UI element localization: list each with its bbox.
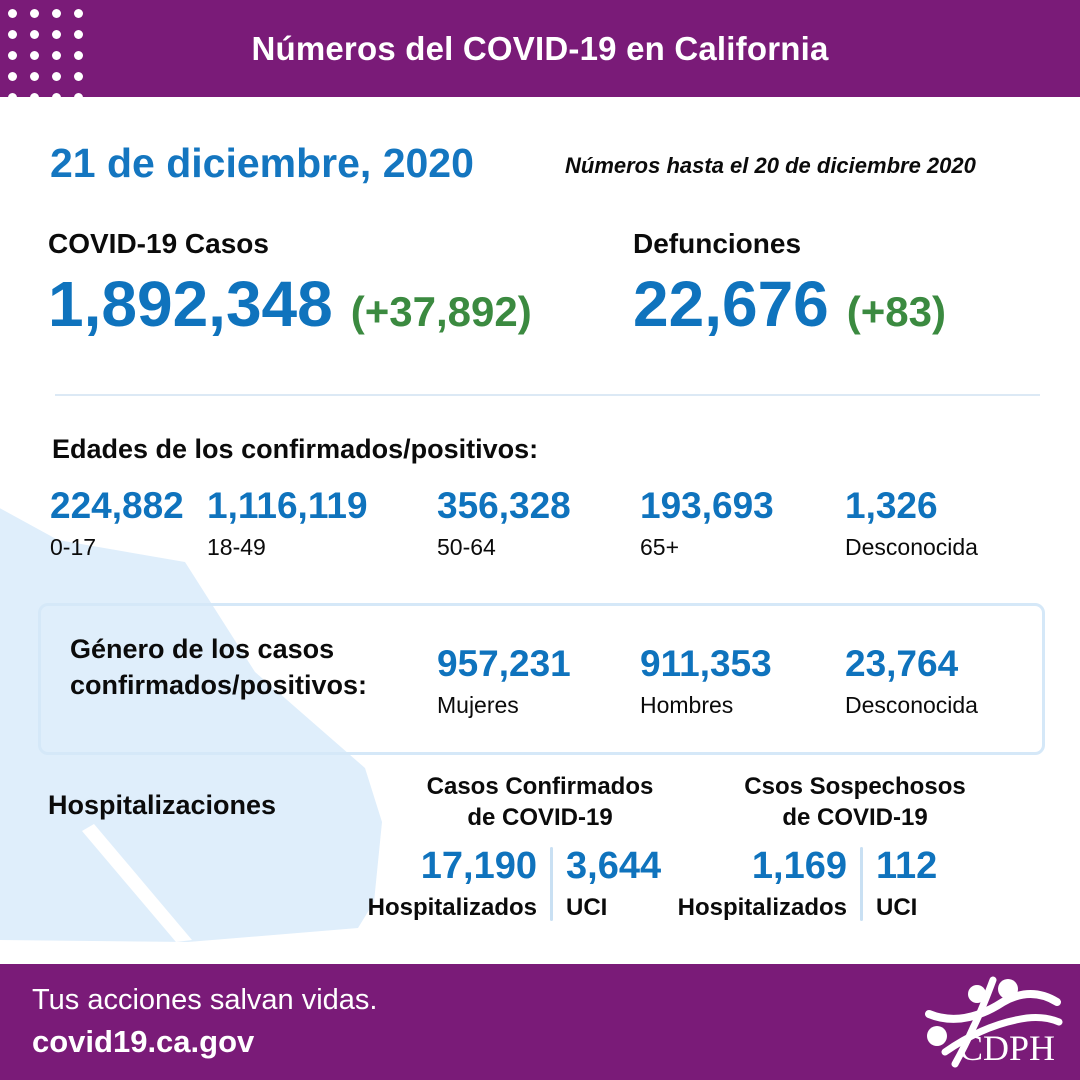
male-label: Hombres	[640, 692, 734, 718]
dot-grid-decoration	[8, 9, 83, 97]
section-divider	[55, 394, 1040, 396]
footer-slogan: Tus acciones salvan vidas.	[32, 984, 378, 1016]
gender-female: 957,231 Mujeres	[437, 645, 571, 719]
confirmed-icu-value: 3,644	[566, 845, 662, 887]
suspected-hospitalized-value: 1,169	[751, 845, 847, 887]
cases-total-block: COVID-19 Casos 1,892,348 (+37,892)	[48, 228, 532, 336]
suspected-icu-value: 112	[876, 845, 938, 887]
suspected-hospitalized: 1,169 Hospitalizados	[672, 847, 847, 922]
vertical-divider	[860, 847, 863, 921]
gender-title-line1: Género de los casos	[70, 634, 335, 664]
age-18-49-label: 18-49	[207, 534, 266, 560]
footer-url: covid19.ca.gov	[32, 1024, 255, 1059]
age-0-17-value: 224,882	[50, 485, 184, 526]
gender-unknown: 23,764 Desconocida	[845, 645, 978, 719]
hospitalizations-title: Hospitalizaciones	[48, 790, 277, 820]
age-group-65-plus: 193,693 65+	[640, 487, 774, 561]
age-group-unknown: 1,326 Desconocida	[845, 487, 978, 561]
footer-bar: Tus acciones salvan vidas. covid19.ca.go…	[0, 964, 1080, 1080]
age-18-49-value: 1,116,119	[207, 485, 368, 526]
age-50-64-label: 50-64	[437, 534, 496, 560]
age-group-18-49: 1,116,119 18-49	[207, 487, 368, 561]
age-50-64-value: 356,328	[437, 485, 571, 526]
gender-title-line2: confirmados/positivos:	[70, 669, 368, 700]
suspected-header-line1: Csos Sospechosos	[744, 773, 966, 800]
page-title: Números del COVID-19 en California	[251, 29, 829, 67]
confirmed-icu: 3,644 UCI	[566, 847, 661, 922]
confirmed-header-line2: de COVID-19	[467, 803, 613, 831]
female-value: 957,231	[437, 643, 571, 684]
gender-unknown-value: 23,764	[845, 643, 959, 684]
cdph-logo-text: CDPH	[959, 1028, 1055, 1068]
ages-section-title: Edades de los confirmados/positivos:	[52, 434, 539, 464]
suspected-hospitalized-label: Hospitalizados	[677, 894, 847, 921]
suspected-icu: 112 UCI	[876, 847, 937, 922]
deaths-value: 22,676	[633, 268, 829, 340]
age-unknown-value: 1,326	[845, 485, 938, 526]
confirmed-hospitalized-value: 17,190	[420, 845, 537, 887]
vertical-divider	[550, 847, 553, 921]
suspected-header-line2: de COVID-19	[782, 803, 928, 831]
male-value: 911,353	[640, 643, 772, 684]
age-group-0-17: 224,882 0-17	[50, 487, 184, 561]
as-of-note: Números hasta el 20 de diciembre 2020	[565, 153, 976, 178]
cases-delta: (+37,892)	[350, 288, 532, 335]
suspected-cases-header: Csos Sospechosos de COVID-19	[695, 772, 1015, 833]
cdph-logo: CDPH	[925, 976, 1063, 1068]
confirmed-cases-header: Casos Confirmados de COVID-19	[380, 772, 700, 833]
suspected-stats: 1,169 Hospitalizados 112 UCI	[672, 847, 937, 922]
age-65-plus-label: 65+	[640, 534, 680, 560]
gender-male: 911,353 Hombres	[640, 645, 772, 719]
deaths-delta: (+83)	[846, 288, 946, 335]
gender-panel-border	[38, 603, 1045, 755]
age-0-17-label: 0-17	[50, 534, 97, 560]
report-date: 21 de diciembre, 2020	[50, 140, 474, 186]
deaths-label: Defunciones	[633, 228, 802, 259]
female-label: Mujeres	[437, 692, 519, 718]
deaths-total-block: Defunciones 22,676 (+83)	[633, 228, 946, 336]
confirmed-hospitalized: 17,190 Hospitalizados	[362, 847, 537, 922]
cases-label: COVID-19 Casos	[48, 228, 269, 259]
gender-unknown-label: Desconocida	[845, 692, 978, 718]
header-bar: Números del COVID-19 en California	[0, 0, 1080, 97]
confirmed-stats: 17,190 Hospitalizados 3,644 UCI	[362, 847, 661, 922]
age-unknown-label: Desconocida	[845, 534, 978, 560]
age-group-50-64: 356,328 50-64	[437, 487, 571, 561]
gender-section-title: Género de los casos confirmados/positivo…	[70, 632, 367, 703]
confirmed-hospitalized-label: Hospitalizados	[367, 894, 537, 921]
cases-value: 1,892,348	[48, 268, 333, 340]
age-65-plus-value: 193,693	[640, 485, 774, 526]
confirmed-icu-label: UCI	[566, 894, 608, 921]
suspected-icu-label: UCI	[876, 894, 918, 921]
confirmed-header-line1: Casos Confirmados	[426, 773, 654, 800]
